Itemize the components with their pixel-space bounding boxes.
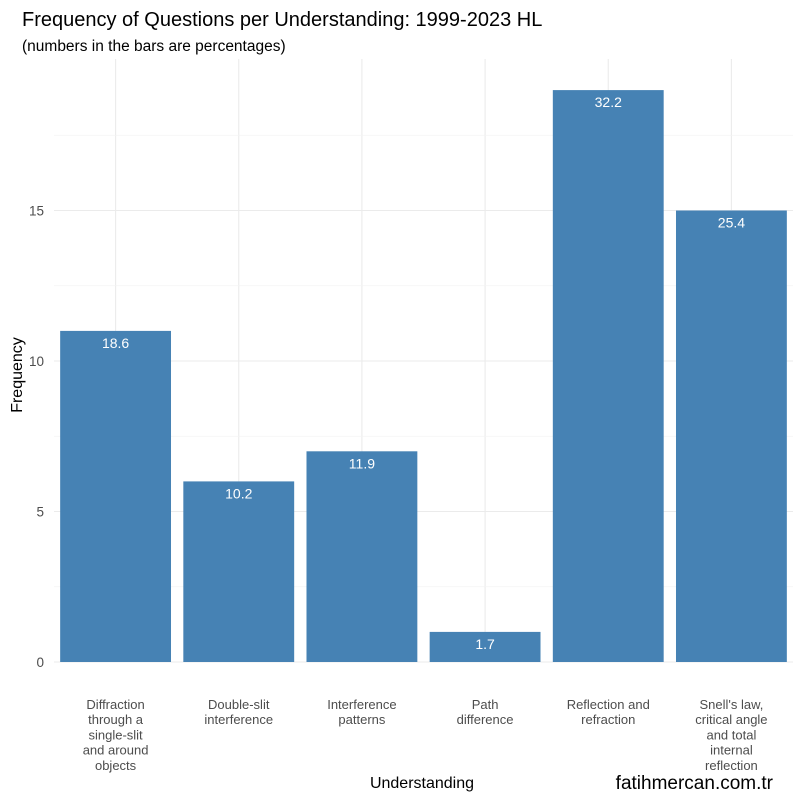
bars: [60, 90, 787, 663]
x-tick-label: Reflection and refraction: [567, 697, 650, 727]
y-tick-label: 5: [36, 505, 44, 520]
x-tick-label: Diffraction through a single-slit and aroun…: [83, 697, 149, 773]
bar-value-label: 10.2: [225, 485, 252, 501]
y-axis-title: Frequency: [9, 337, 26, 413]
bar-value-label: 32.2: [595, 94, 622, 110]
bar: [552, 90, 664, 663]
bar: [429, 631, 541, 662]
credit-watermark: fatihmercan.com.tr: [616, 773, 774, 794]
y-tick-label: 10: [29, 354, 44, 369]
y-tick-label: 0: [36, 655, 44, 670]
x-axis-category-labels: Diffraction through a single-slit and aroun…: [83, 697, 768, 773]
bar-value-label: 11.9: [349, 455, 375, 471]
x-tick-label: Double-slit interference: [204, 697, 273, 727]
x-tick-label: Snell's law, critical angle and total inter…: [695, 697, 767, 773]
y-tick-label: 15: [29, 204, 44, 219]
y-axis-ticks: 0 5 10 15: [29, 204, 44, 671]
x-tick-label: Path difference: [457, 697, 514, 727]
x-tick-label: Interference patterns: [327, 697, 396, 727]
bar-value-label: 1.7: [475, 636, 495, 652]
bar: [60, 330, 172, 662]
bar-value-labels: 18.6 10.2 11.9 1.7 32.2 25.4: [102, 94, 745, 652]
bar: [306, 451, 418, 662]
x-axis-title: Understanding: [370, 775, 474, 792]
chart-title: Frequency of Questions per Understanding…: [22, 9, 542, 31]
chart-subtitle: (numbers in the bars are percentages): [22, 38, 286, 55]
bar-value-label: 25.4: [718, 215, 745, 231]
bar-value-label: 18.6: [102, 335, 129, 351]
bar: [183, 481, 295, 662]
bar: [675, 210, 787, 662]
